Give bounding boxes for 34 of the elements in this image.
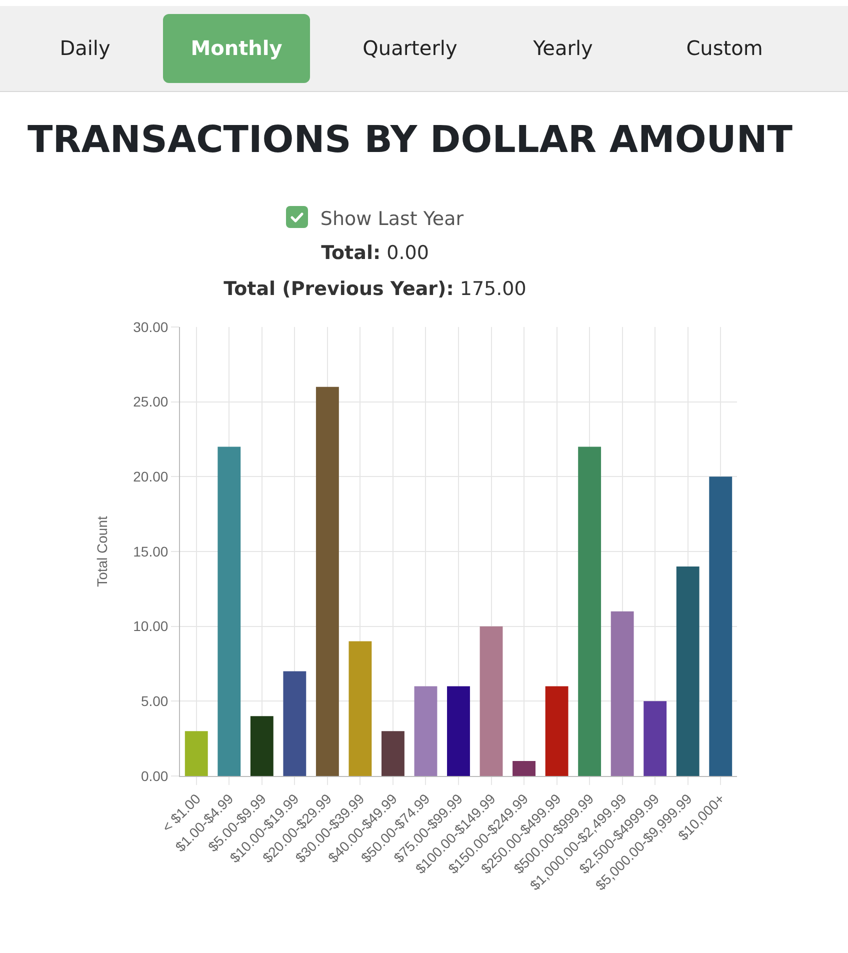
bar [545,686,568,776]
y-axis-title: Total Count [94,516,110,587]
bar [316,386,339,776]
bar [283,671,306,776]
bar [184,731,208,776]
text: Total (Previous Year): 175.00 [222,278,528,300]
text: Daily [58,35,112,62]
bar [447,686,470,776]
bar [382,731,404,776]
bar [414,686,438,776]
y-tick-label: 30.00 [133,318,168,335]
bar [578,446,602,776]
y-tick-label: 10.00 [133,618,168,634]
bar [512,761,536,776]
text: Total: 0.00 [320,242,430,264]
y-tick-label: 0.00 [140,768,168,784]
chart-title: TRANSACTIONS BY DOLLAR AMOUNT [26,118,794,161]
bar [644,701,667,776]
bar [250,716,274,776]
text: Monthly [163,14,310,83]
y-tick-label: 5.00 [140,693,168,710]
bar [348,641,372,776]
y-tick-label: 20.00 [133,468,168,485]
bar [218,446,241,776]
text: Custom [685,35,764,62]
text: Show Last Year [319,207,465,230]
bar [709,476,732,776]
bar [676,566,700,776]
bar [480,626,503,776]
text: Yearly [532,35,594,62]
y-tick-label: 15.00 [133,543,168,560]
bar [610,611,634,776]
text: Quarterly [362,35,458,62]
y-tick-label: 25.00 [133,394,168,410]
